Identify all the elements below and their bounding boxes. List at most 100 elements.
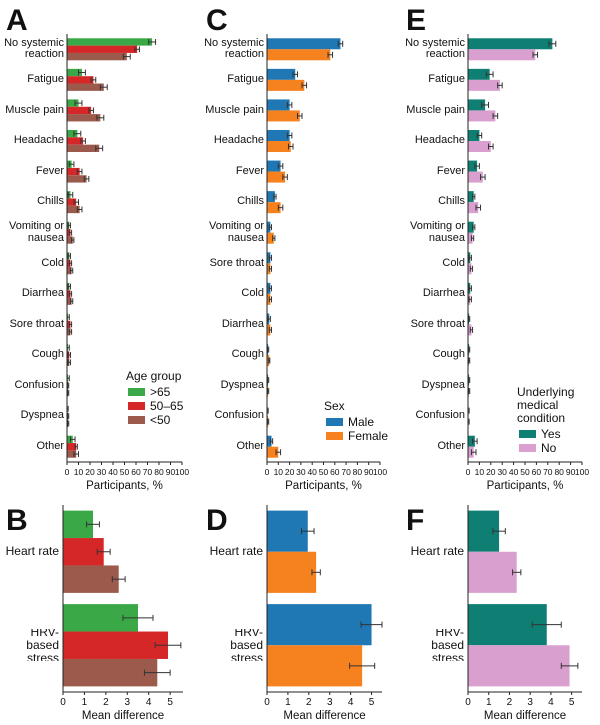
category-label-box: Diarrhea (22, 287, 64, 299)
bar (67, 435, 73, 444)
bar (468, 38, 553, 50)
category-label: Heart rate (410, 544, 464, 559)
x-tick-label: 1 (82, 697, 88, 708)
legend-swatch (128, 388, 145, 396)
bar (67, 106, 92, 115)
category-label: Dyspnea (20, 409, 64, 422)
legend-title: Age group (126, 370, 182, 383)
category-label: Other (36, 439, 64, 452)
category-label-box: Cough (31, 348, 64, 361)
category-label: Cough (31, 348, 64, 361)
legend-swatch (326, 432, 343, 440)
bar (67, 68, 82, 77)
category-label-box: Dyspnea (421, 378, 465, 391)
category-label: Fatigue (227, 73, 264, 86)
legend-label: Male (348, 415, 374, 429)
bar (267, 510, 308, 552)
category-label: Fever (235, 164, 264, 177)
category-label-box: Heart rate (6, 545, 59, 558)
bar (267, 252, 271, 264)
category-label-box: Cold (442, 257, 465, 269)
category-label-box: Heart rate (410, 544, 464, 559)
category-label-box: Cold (41, 257, 64, 269)
legend-label: <50 (150, 413, 171, 427)
x-tick-label: 0 (264, 697, 270, 708)
x-tick-label: 3 (527, 697, 533, 708)
x-tick-label: 4 (548, 697, 554, 708)
x-tick-label: 80 (154, 467, 164, 477)
x-tick-label: 4 (348, 697, 354, 708)
x-tick-label: 5 (167, 697, 173, 708)
bar (67, 198, 77, 206)
category-label-box: Dyspnea (221, 379, 264, 391)
x-tick-label: 70 (341, 467, 351, 477)
bar (468, 160, 478, 172)
x-axis-label: Mean difference (283, 710, 365, 722)
category-label: Headache (213, 134, 264, 147)
panel-label: E (406, 4, 426, 37)
category-label: Muscle pain (205, 103, 264, 116)
category-label-box: Vomiting or nausea (209, 220, 264, 243)
bar (67, 114, 101, 122)
bar (267, 435, 272, 447)
x-tick-label: 40 (108, 467, 118, 477)
category-label-box: No systemic reaction (4, 36, 64, 61)
legend-title: Underlying medical condition (517, 386, 575, 426)
category-label: Fatigue (428, 73, 465, 86)
x-tick-label: 50 (120, 467, 130, 477)
x-axis-label: Mean difference (82, 710, 164, 722)
category-label-box: Fever (36, 165, 64, 177)
bar (63, 565, 119, 593)
category-label-box: Other (437, 440, 465, 452)
bar (267, 551, 317, 593)
category-label: No systemic reaction (405, 36, 465, 61)
x-tick-label: 0 (65, 467, 70, 477)
bar (468, 141, 491, 153)
x-tick-label: 30 (296, 467, 306, 477)
bar (63, 631, 168, 659)
bar (67, 76, 94, 84)
category-label-box: Vomiting or nausea (410, 220, 465, 243)
x-tick-label: 90 (364, 467, 374, 477)
x-tick-label: 4 (146, 697, 152, 708)
bar (67, 45, 138, 53)
x-tick-label: 30 (97, 467, 107, 477)
x-axis-label: Mean difference (484, 710, 566, 722)
bar (267, 68, 296, 80)
bar (468, 551, 517, 593)
bar (267, 221, 271, 233)
panel-label: D (206, 504, 228, 537)
bar (67, 290, 71, 298)
bar (267, 604, 372, 646)
category-label: Confusion (214, 409, 264, 422)
category-label-box: Headache (415, 134, 465, 146)
bar (468, 446, 474, 458)
category-label: Cough (432, 348, 465, 361)
category-label-box: Muscle pain (5, 104, 64, 116)
legend-swatch (128, 402, 145, 410)
category-label: Dyspnea (421, 378, 465, 391)
category-label-box: Fatigue (428, 73, 465, 86)
category-label-box: Chills (438, 196, 465, 208)
legend-title: Sex (324, 400, 345, 413)
category-label-box: Fever (235, 164, 264, 177)
bar (267, 282, 271, 294)
legend-label: No (541, 441, 557, 455)
x-axis-label: Participants, % (285, 480, 362, 492)
category-label: No systemic reaction (4, 36, 64, 61)
category-label-box: Headache (14, 134, 64, 146)
bar (67, 443, 77, 451)
bar (67, 129, 78, 138)
bar (267, 171, 286, 183)
bar (267, 263, 271, 275)
category-label: No systemic reaction (204, 36, 264, 61)
bar (468, 129, 480, 141)
x-tick-label: 70 (143, 467, 153, 477)
bar (67, 99, 79, 107)
bar (468, 645, 570, 687)
x-tick-label: 1 (285, 697, 291, 708)
x-tick-label: 2 (507, 697, 513, 708)
x-axis-label: Participants, % (487, 480, 564, 492)
bar (267, 232, 274, 244)
category-label-box: Sore throat (210, 257, 264, 269)
